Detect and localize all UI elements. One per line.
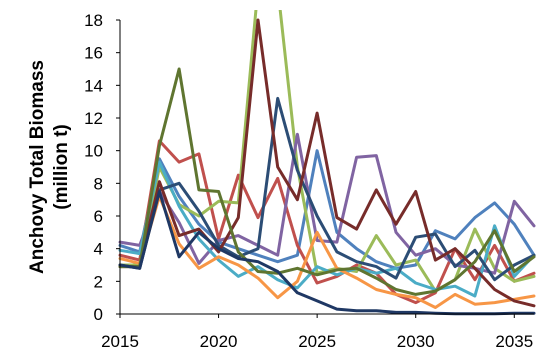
series-line-2	[118, 139, 536, 305]
y-tick-label: 16	[84, 44, 103, 63]
series-line-5	[118, 160, 536, 298]
y-axis-title-line2: (million t)	[51, 124, 72, 209]
y-tick-label: 8	[94, 174, 103, 193]
x-tick-label: 2030	[397, 332, 435, 351]
series-line-8	[118, 18, 536, 308]
x-tick-label: 2015	[101, 332, 139, 351]
y-tick-label: 14	[84, 76, 103, 95]
axes-layer	[116, 19, 534, 318]
x-tick-label: 2025	[298, 332, 336, 351]
y-tick-label: 0	[94, 305, 103, 324]
series-line-6	[118, 194, 536, 309]
y-tick-label: 2	[94, 272, 103, 291]
y-tick-label: 10	[84, 142, 103, 161]
series-layer	[118, 10, 536, 316]
tick-labels: 0 2 4 6 8 10 12 14 16 18 2015 2020 2025 2030 2035	[84, 11, 533, 351]
y-axis-title-line1: Anchovy Total Biomass	[27, 60, 48, 274]
x-tick-label: 2020	[200, 332, 238, 351]
series-line-9	[118, 67, 536, 296]
y-tick-label: 18	[84, 11, 103, 30]
y-tick-label: 12	[84, 109, 103, 128]
y-tick-label: 4	[94, 240, 103, 259]
y-tick-label: 6	[94, 207, 103, 226]
x-tick-label: 2035	[495, 332, 533, 351]
